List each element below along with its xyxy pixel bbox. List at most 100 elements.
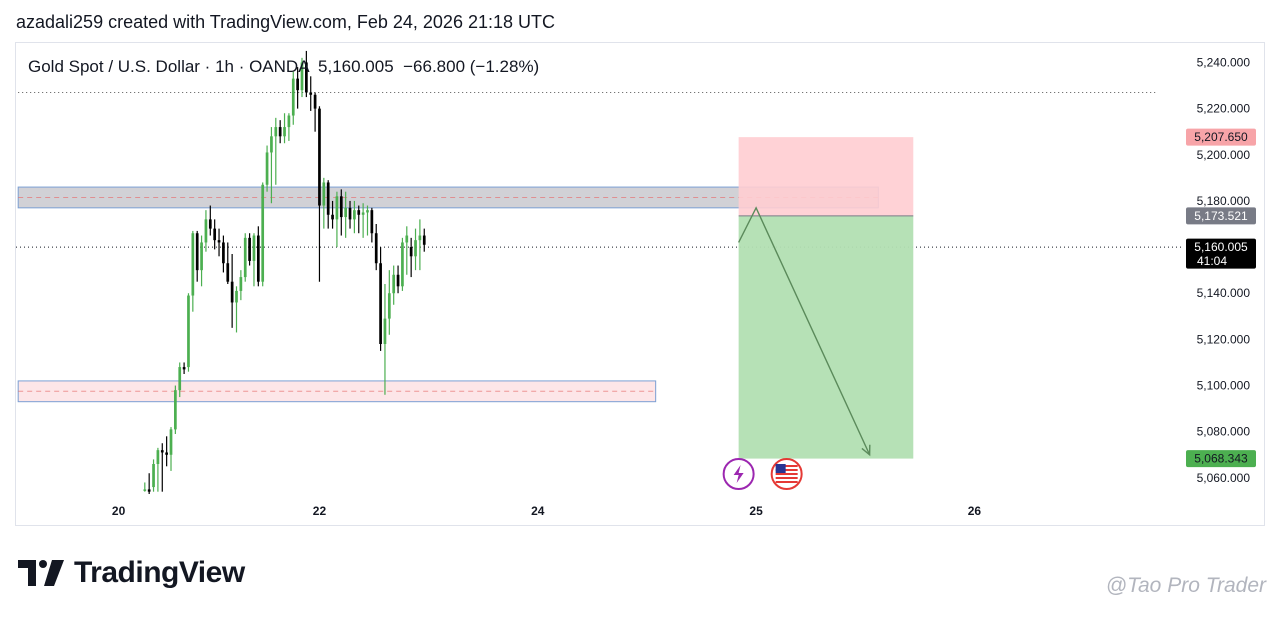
candle[interactable] (313, 92, 317, 132)
candle[interactable] (344, 191, 348, 238)
candle-body (401, 242, 404, 287)
candle[interactable] (291, 71, 295, 125)
candle[interactable] (204, 210, 208, 252)
time-tick-label: 26 (968, 504, 982, 518)
candle[interactable] (379, 247, 382, 351)
candle[interactable] (270, 127, 273, 204)
candle-body (370, 210, 374, 234)
candle[interactable] (309, 76, 313, 111)
price-tick-label: 5,120.000 (1197, 332, 1251, 346)
candle[interactable] (422, 228, 426, 252)
candle[interactable] (243, 233, 247, 282)
candle[interactable] (361, 203, 365, 238)
candle[interactable] (414, 228, 417, 271)
candle-body (296, 78, 299, 91)
candle[interactable] (256, 226, 260, 287)
candles-layer (143, 50, 426, 494)
candle-body (383, 318, 387, 344)
candle[interactable] (213, 219, 217, 250)
candle[interactable] (305, 50, 308, 98)
candle[interactable] (387, 270, 391, 335)
candle[interactable] (160, 443, 164, 492)
stop-price-tag-text: 5,207.650 (1194, 130, 1248, 144)
candle[interactable] (239, 270, 243, 301)
candle[interactable] (409, 237, 413, 278)
candle[interactable] (169, 427, 173, 471)
candle[interactable] (208, 205, 212, 236)
candle[interactable] (195, 230, 199, 282)
candle[interactable] (348, 200, 352, 229)
candle[interactable] (143, 482, 147, 492)
candle[interactable] (235, 286, 238, 333)
candle[interactable] (401, 237, 404, 291)
candle[interactable] (165, 436, 168, 467)
candle[interactable] (191, 230, 195, 312)
candle[interactable] (174, 385, 177, 434)
candle[interactable] (156, 447, 160, 492)
candle[interactable] (230, 254, 234, 328)
candle-body (195, 233, 199, 271)
candle[interactable] (396, 265, 400, 294)
arrow-head (861, 444, 871, 457)
entry-price-tag[interactable]: 5,173.521 (1186, 207, 1256, 225)
candle[interactable] (353, 200, 356, 234)
candle[interactable] (335, 191, 339, 248)
candle[interactable] (252, 233, 256, 287)
take-profit-zone[interactable] (738, 215, 914, 459)
target-price-tag[interactable]: 5,068.343 (1186, 450, 1256, 468)
candle[interactable] (383, 284, 387, 395)
projection-path[interactable] (738, 206, 871, 456)
candle[interactable] (322, 177, 326, 229)
candle[interactable] (392, 265, 396, 305)
candle[interactable] (222, 235, 225, 273)
symbol-legend[interactable]: Gold Spot / U.S. Dollar · 1h · OANDA 5,1… (28, 57, 540, 76)
lightning-event-icon[interactable] (722, 458, 755, 490)
us-flag-event-icon[interactable] (770, 458, 803, 490)
entry-price-tag-text: 5,173.521 (1194, 209, 1248, 223)
candle[interactable] (326, 180, 330, 229)
candle[interactable] (248, 233, 251, 266)
candle[interactable] (300, 57, 304, 98)
price-tick-label: 5,200.000 (1197, 148, 1251, 162)
tradingview-brand: TradingView (18, 556, 245, 590)
candle[interactable] (296, 67, 299, 109)
candle[interactable] (278, 120, 282, 144)
candle[interactable] (374, 224, 378, 271)
candle[interactable] (331, 200, 334, 229)
candle-body (278, 127, 282, 137)
candle[interactable] (178, 362, 182, 398)
stop-price-tag[interactable]: 5,207.650 (1186, 128, 1256, 146)
candle[interactable] (357, 205, 361, 234)
price-tick-label: 5,080.000 (1197, 425, 1251, 439)
candle[interactable] (200, 235, 203, 287)
candle[interactable] (405, 226, 409, 275)
candle-body (169, 429, 173, 455)
candle[interactable] (283, 113, 286, 144)
candle[interactable] (265, 145, 269, 192)
candle[interactable] (370, 207, 374, 243)
candle[interactable] (318, 106, 321, 282)
candle[interactable] (366, 205, 369, 236)
candle-body (230, 281, 234, 303)
candle-body (208, 219, 212, 229)
stop-loss-zone[interactable] (738, 137, 914, 216)
candle[interactable] (152, 459, 155, 492)
candle[interactable] (226, 242, 230, 284)
chart-frame[interactable] (15, 42, 1265, 526)
candle[interactable] (187, 293, 190, 372)
candle[interactable] (418, 219, 422, 271)
candle-body (213, 228, 217, 241)
candle-body (178, 367, 182, 391)
candle-body (200, 242, 203, 271)
candle[interactable] (182, 362, 186, 374)
candle[interactable] (287, 113, 291, 141)
candle[interactable] (261, 182, 265, 287)
candle[interactable] (147, 473, 151, 494)
candle[interactable] (339, 189, 343, 236)
candle-body (392, 274, 396, 294)
candle[interactable] (217, 228, 221, 257)
candle[interactable] (274, 117, 278, 185)
candle-body (418, 235, 422, 241)
